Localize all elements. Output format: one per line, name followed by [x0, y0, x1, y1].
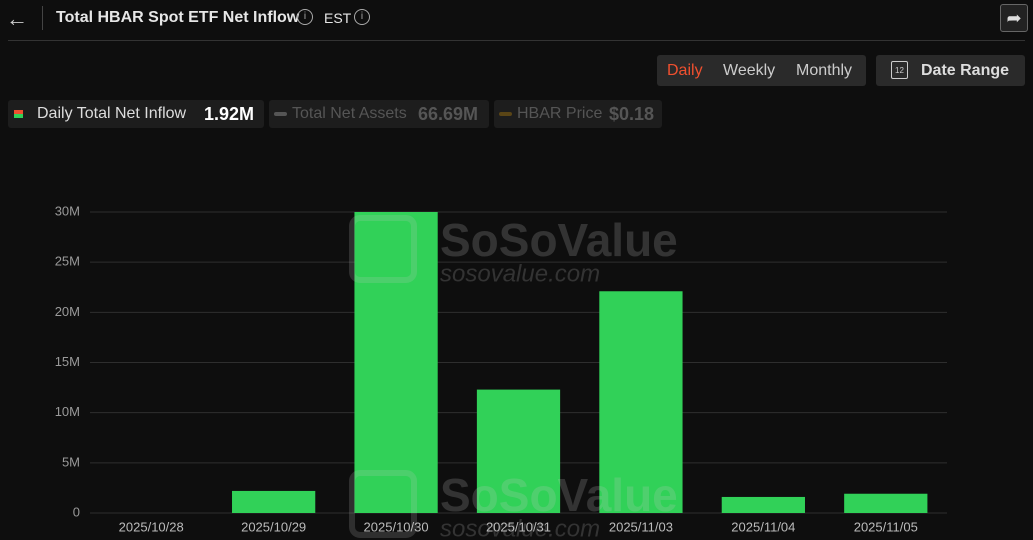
period-weekly[interactable]: Weekly: [723, 62, 776, 79]
watermark-logo: [349, 470, 417, 538]
legend-value: $0.18: [609, 104, 655, 124]
bar: [844, 493, 928, 513]
info-icon[interactable]: i: [354, 9, 370, 25]
legend-icon: [274, 112, 287, 116]
date-range-button[interactable]: [876, 55, 1025, 86]
x-tick-label: 2025/11/04: [731, 519, 795, 534]
y-tick-label: 25M: [55, 254, 80, 269]
watermark-name: SoSoValue: [440, 214, 678, 266]
legend-label: HBAR Price: [517, 105, 603, 122]
calendar-icon: 12: [891, 61, 908, 79]
divider: [42, 6, 43, 30]
legend-value: 1.92M: [204, 104, 255, 124]
date-range-label: Date Range: [921, 62, 1010, 79]
y-tick-label: 10M: [55, 404, 80, 419]
y-tick-label: 20M: [55, 304, 80, 319]
timezone: EST: [324, 10, 352, 26]
back-button[interactable]: ←: [6, 6, 28, 31]
legend-item[interactable]: HBAR Price $0.18: [494, 100, 662, 128]
legend-icon: [14, 110, 23, 114]
legend-icon: [14, 114, 23, 118]
watermark-url: sosovalue.com: [440, 515, 600, 540]
info-icon[interactable]: i: [297, 9, 313, 25]
legend-value: 66.69M: [418, 104, 479, 124]
x-tick-label: 2025/10/30: [364, 519, 429, 534]
x-tick-label: 2025/11/03: [609, 519, 673, 534]
header-divider: [8, 40, 1025, 41]
legend-label: Total Net Assets: [292, 105, 407, 122]
x-tick-label: 2025/10/31: [486, 519, 551, 534]
legend-item[interactable]: Total Net Assets 66.69M: [269, 100, 489, 128]
x-tick-label: 2025/10/29: [241, 519, 306, 534]
period-toggle: [657, 55, 866, 86]
y-tick-label: 0: [73, 504, 80, 519]
watermark-logo: [349, 215, 417, 283]
x-tick-label: 2025/10/28: [119, 519, 184, 534]
watermark-url: sosovalue.com: [440, 260, 600, 287]
y-tick-label: 15M: [55, 354, 80, 369]
share-button[interactable]: ➦: [1000, 4, 1028, 32]
period-monthly[interactable]: Monthly: [796, 62, 853, 79]
watermark-name: SoSoValue: [440, 469, 678, 521]
y-tick-label: 5M: [62, 454, 80, 469]
bar: [232, 490, 316, 513]
legend-item[interactable]: Daily Total Net Inflow 1.92M: [8, 100, 264, 128]
bar: [599, 291, 683, 513]
x-tick-label: 2025/11/05: [854, 519, 918, 534]
bar: [721, 496, 805, 513]
period-daily[interactable]: Daily: [667, 62, 703, 79]
legend-label: Daily Total Net Inflow: [37, 105, 187, 122]
legend-icon: [499, 112, 512, 116]
bar: [354, 212, 438, 513]
y-tick-label: 30M: [55, 203, 80, 218]
bar: [476, 389, 561, 513]
page-title: Total HBAR Spot ETF Net Inflow: [56, 9, 300, 26]
